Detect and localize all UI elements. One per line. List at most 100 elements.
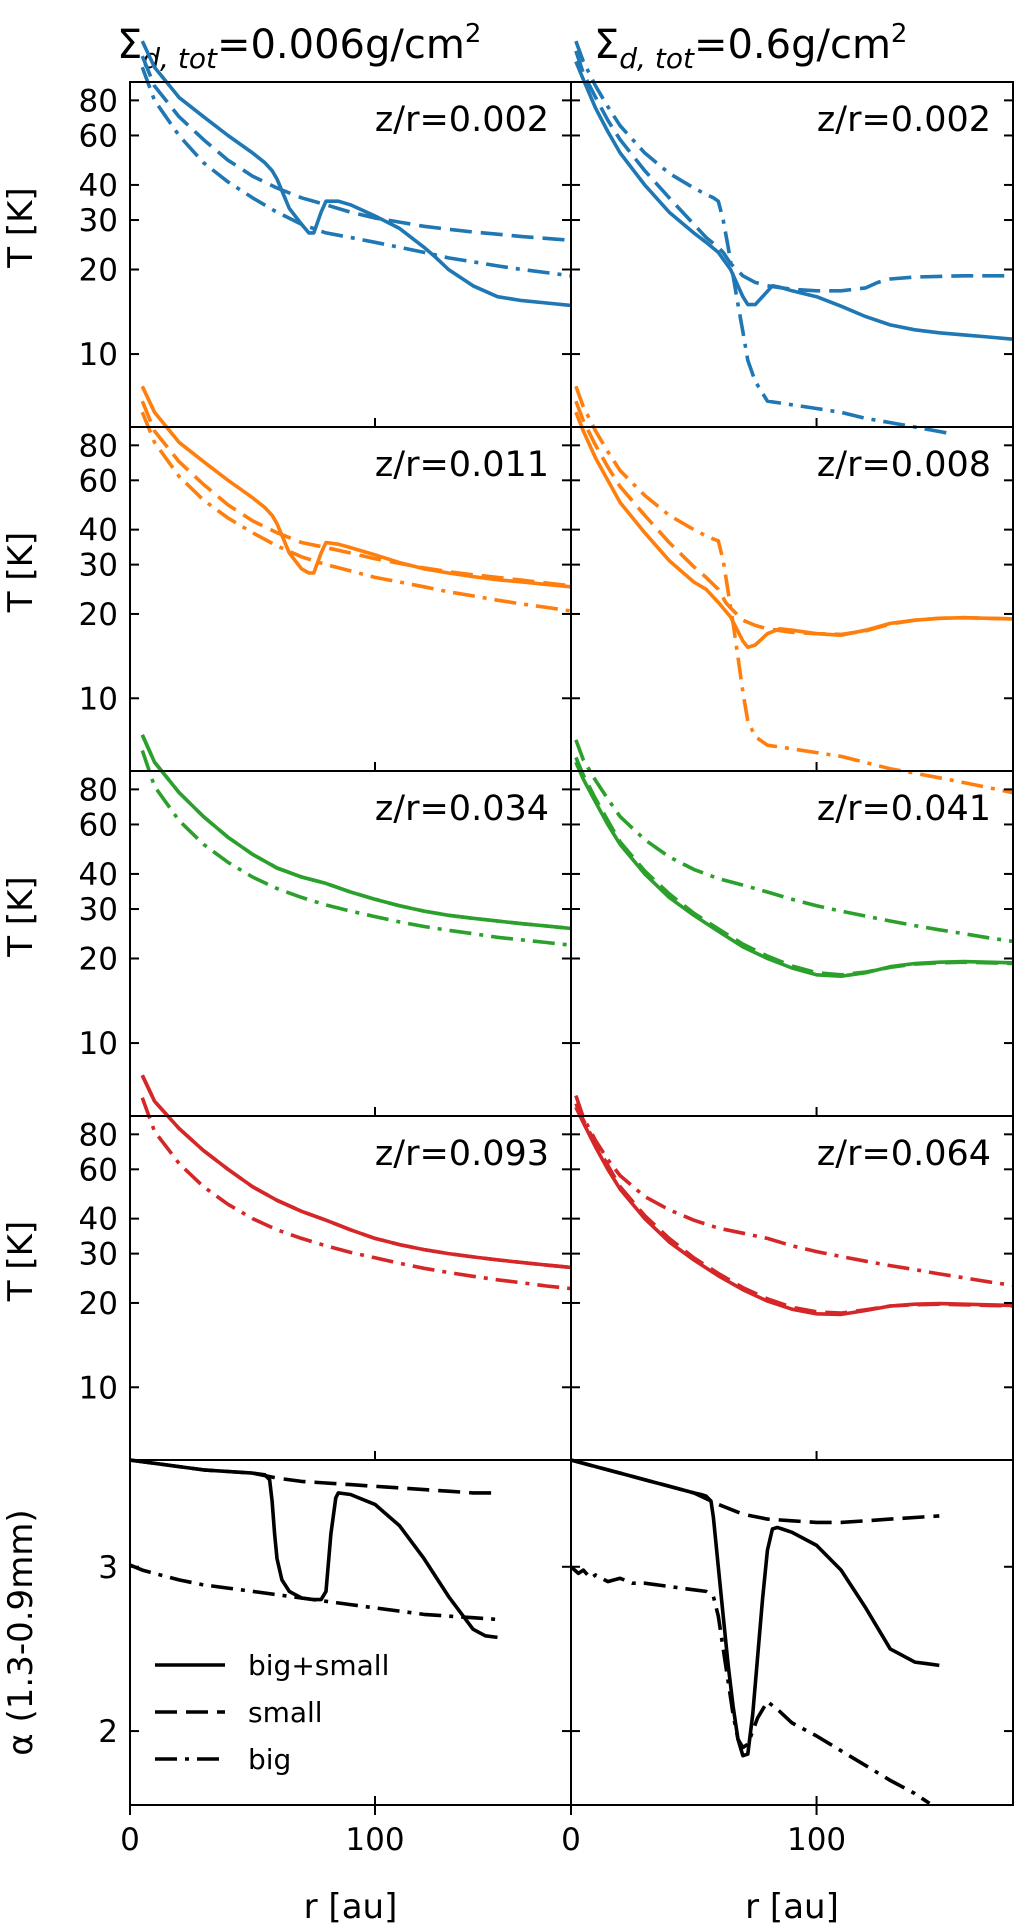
y-tick-label: 20 [79,1286,118,1322]
series-line-dashdot [140,411,571,613]
series-group [130,1458,498,1640]
y-tick-label: 80 [79,428,118,464]
zr-annotation: z/r=0.008 [817,445,991,485]
y-axis-label: α (1.3-0.9mm) [1,1509,41,1755]
title-sigma: Σ [594,22,619,68]
y-tick-label: 80 [79,83,118,119]
y-tick-label: 20 [79,252,118,288]
y-tick-label: 40 [79,1202,118,1238]
panel-r3-c1: z/r=0.064 [570,1095,1014,1461]
y-tick-label: 30 [79,1237,118,1273]
title-subscript: d, tot [619,42,695,75]
panel-r2-c1: z/r=0.041 [570,739,1014,1117]
title-superscript: 2 [465,19,482,49]
panel-r1-c1: z/r=0.008 [570,385,1014,795]
y-tick-label: 60 [79,118,118,154]
series-group [574,40,1013,436]
zr-annotation: z/r=0.034 [375,789,549,829]
x-axis-label: r [au] [745,1887,839,1923]
series-line-dashed [140,1074,571,1270]
y-tick-label: 20 [79,597,118,633]
title-value: =0.6g/cm [694,22,891,68]
y-axis-label: T [K] [1,187,41,268]
y-tick-label: 30 [79,892,118,928]
title-value: =0.006g/cm [217,22,465,68]
zr-annotation: z/r=0.064 [817,1134,991,1174]
x-tick-label: 0 [561,1822,581,1858]
series-line-dashdot [140,1097,571,1291]
series-line-dashed [130,1458,498,1495]
series-group [574,1095,1013,1317]
series-group [140,40,571,308]
zr-annotation: z/r=0.041 [817,789,991,829]
zr-annotation: z/r=0.002 [375,100,549,140]
series-line-dashdot [574,739,1013,944]
series-group [571,1458,940,1805]
series-line-dashed [574,1102,1013,1315]
y-tick-label: 40 [79,857,118,893]
zr-annotation: z/r=0.093 [375,1134,549,1174]
column-title-right: Σd, tot=0.6g/cm2 [594,19,907,75]
zr-annotation: z/r=0.011 [375,445,549,485]
series-line-dashed [574,50,1013,293]
series-line-dashed [574,756,1013,977]
y-tick-label: 60 [79,1152,118,1188]
y-axis-label: T [K] [1,532,41,613]
panel-r4-c0: 2 3 0 100 r [au] α (1.3-0.9mm) big+small small b… [1,1458,572,1923]
axes-frame [570,1459,1014,1806]
series-line-dashed [571,1458,940,1525]
legend-label: big [248,1743,291,1776]
x-tick-label: 100 [787,1822,846,1858]
series-line-dashdot [574,40,952,436]
y-tick-label: 10 [79,681,118,717]
series-group [140,734,571,947]
zr-annotation: z/r=0.002 [817,100,991,140]
series-line-solid [574,60,1013,341]
series-group [140,385,571,613]
y-tick-label: 60 [79,463,118,499]
y-tick-label: 10 [79,1026,118,1062]
x-tick-label: 100 [345,1822,404,1858]
y-tick-label: 3 [98,1550,118,1586]
series-line-dashdot [130,1563,498,1622]
series-line-solid [571,1458,940,1758]
title-sigma: Σ [117,22,142,68]
y-tick-label: 2 [98,1714,118,1750]
series-line-dashed [574,400,1013,637]
x-tick-label: 0 [120,1822,140,1858]
y-tick-label: 30 [79,548,118,584]
series-line-dashed [140,55,571,243]
title-superscript: 2 [891,19,908,49]
series-line-dashdot [574,1095,1013,1288]
y-tick-label: 10 [79,337,118,373]
y-axis-label: T [K] [1,876,41,957]
series-line-dashed [140,734,571,931]
x-axis-label: r [au] [304,1887,398,1923]
legend-label: big+small [248,1649,389,1682]
series-line-dashed [140,400,571,588]
y-axis-label: T [K] [1,1221,41,1302]
y-tick-label: 80 [79,1117,118,1153]
y-tick-label: 10 [79,1370,118,1406]
panel-r0-c1: z/r=0.002 [570,40,1014,436]
series-line-dashdot [140,66,571,278]
axes-frame [129,1459,572,1806]
y-tick-label: 60 [79,807,118,843]
series-line-dashdot [571,1565,931,1805]
y-tick-label: 20 [79,941,118,977]
y-tick-label: 40 [79,513,118,549]
panel-r4-c1: 0 100 r [au] [561,1458,1014,1923]
series-group [140,1074,571,1291]
series-group [574,739,1013,978]
series-line-solid [140,734,571,931]
column-title-left: Σd, tot=0.006g/cm2 [117,19,481,75]
title-subscript: d, tot [142,42,218,75]
series-line-dashdot [140,749,571,947]
series-line-solid [130,1458,498,1640]
